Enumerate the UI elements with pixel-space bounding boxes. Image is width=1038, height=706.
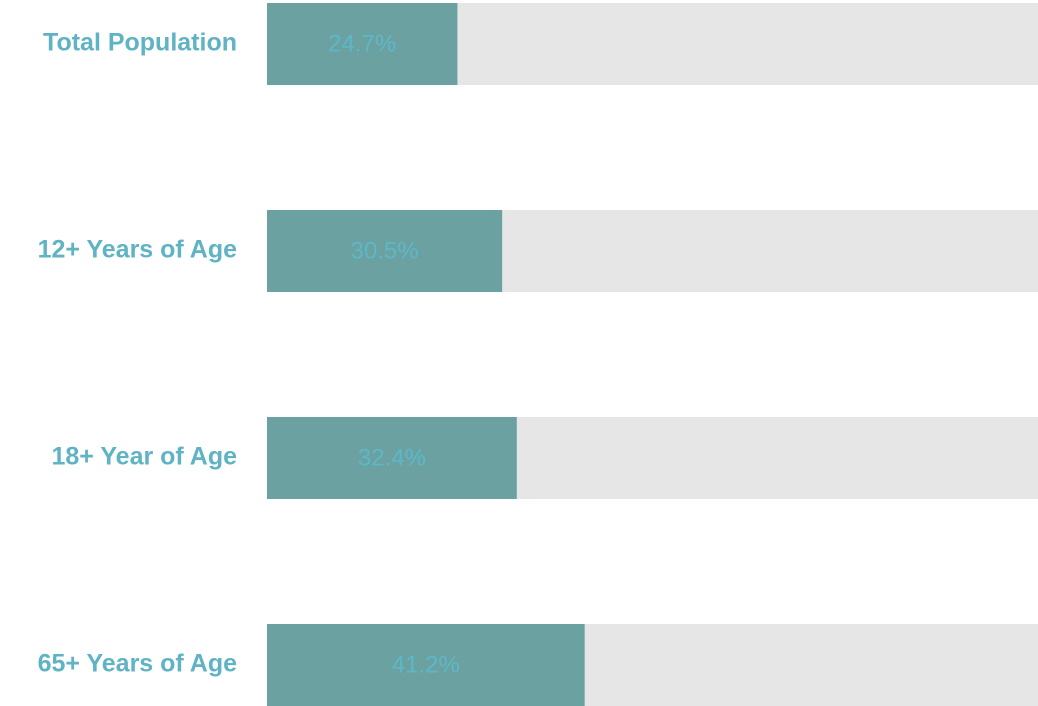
value-label: 41.2% xyxy=(392,651,460,678)
bar xyxy=(267,624,585,706)
category-label: Total Population xyxy=(43,29,237,57)
value-label: 30.5% xyxy=(351,237,419,264)
bar xyxy=(267,3,458,85)
bar xyxy=(267,210,503,292)
value-label: 24.7% xyxy=(328,30,396,57)
value-label: 32.4% xyxy=(358,444,426,471)
category-label: 65+ Years of Age xyxy=(38,650,238,678)
category-label: 18+ Year of Age xyxy=(51,443,237,471)
bar xyxy=(267,417,517,499)
category-label: 12+ Years of Age xyxy=(38,236,238,264)
